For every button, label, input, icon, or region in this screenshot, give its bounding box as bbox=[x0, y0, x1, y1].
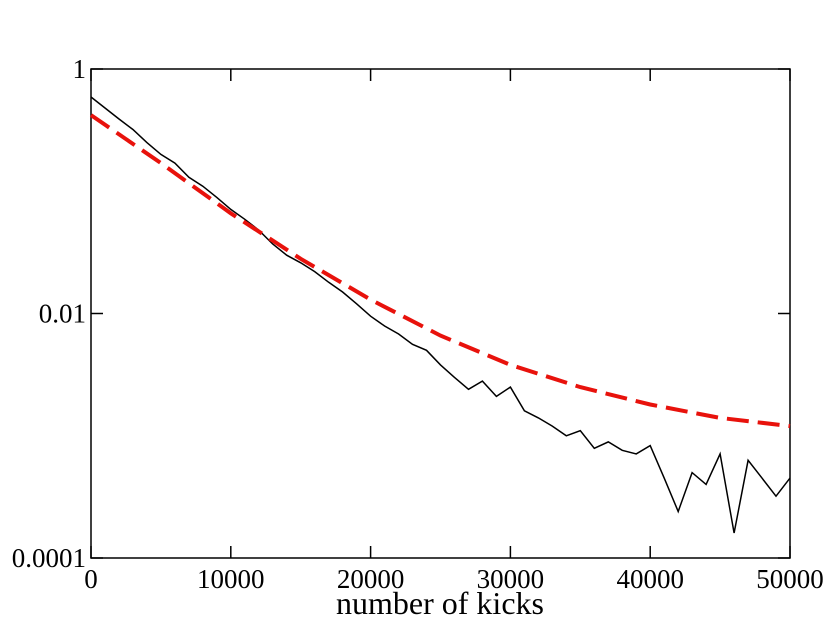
plot-frame bbox=[90, 68, 791, 559]
x-axis-label: number of kicks bbox=[336, 585, 544, 621]
x-tick-label: 30000 bbox=[477, 564, 545, 594]
y-tick-label: 0.0001 bbox=[12, 543, 86, 573]
x-tick-label: 50000 bbox=[756, 564, 824, 594]
y-tick-label: 0.01 bbox=[39, 299, 86, 329]
x-tick-label: 0 bbox=[84, 564, 98, 594]
series-line bbox=[90, 96, 791, 534]
x-tick-label: 20000 bbox=[337, 564, 405, 594]
series-line bbox=[89, 113, 791, 429]
x-tick-label: 40000 bbox=[616, 564, 684, 594]
x-tick-label: 10000 bbox=[197, 564, 265, 594]
y-tick-label: 1 bbox=[73, 54, 87, 84]
